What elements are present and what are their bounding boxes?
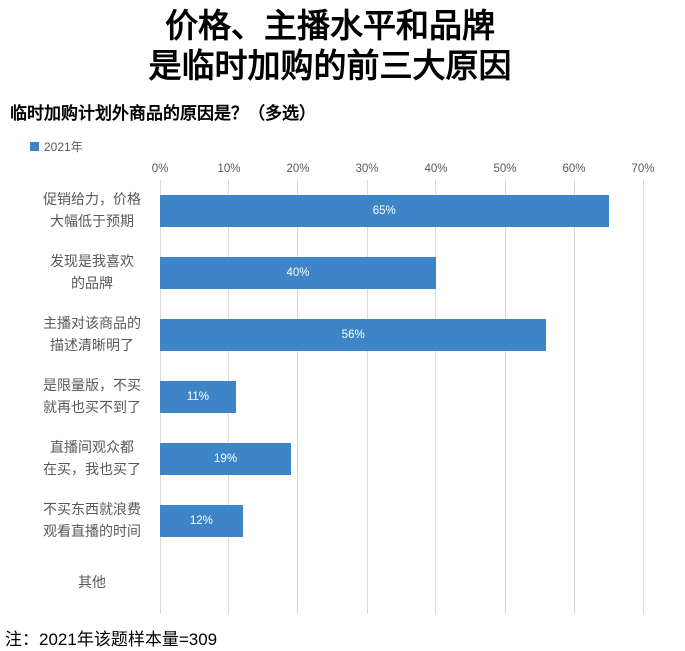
bar-row (160, 552, 643, 614)
bar-row: 11% (160, 366, 643, 428)
x-axis-tick-label: 60% (562, 163, 586, 175)
x-axis-tick-label: 0% (151, 163, 169, 175)
bar: 12% (160, 505, 243, 537)
gridline (435, 180, 437, 614)
bar: 11% (160, 381, 236, 413)
chart-body: 促销给力，价格 大幅低于预期 发现是我喜欢 的品牌 主播对该商品的 描述清晰明了 是限… (0, 180, 685, 614)
bar: 19% (160, 443, 292, 475)
legend-series-label: 2021年 (44, 139, 83, 154)
sample-size-note: 注：2021年该题样本量=309 (5, 630, 218, 649)
bar-value-label: 19% (214, 453, 238, 465)
category-label: 主播对该商品的 描述清晰明了 (43, 315, 141, 353)
category-label: 直播间观众都 在买，我也买了 (43, 439, 141, 477)
x-axis-tick-label: 70% (631, 163, 655, 175)
bar: 65% (160, 195, 609, 227)
bar-row: 40% (160, 242, 643, 304)
category-labels: 促销给力，价格 大幅低于预期 发现是我喜欢 的品牌 主播对该商品的 描述清晰明了 是限… (0, 180, 160, 614)
chart-legend: 2021年 (30, 139, 685, 154)
bar-value-label: 12% (189, 515, 213, 527)
x-axis-tick-label: 10% (217, 163, 241, 175)
bar-row: 12% (160, 490, 643, 552)
plot-area: 65% 40% 56% 11% 19% 12% (159, 180, 644, 614)
x-axis-tick-label: 50% (493, 163, 517, 175)
page-title: 价格、主播水平和品牌 是临时加购的前三大原因 (0, 0, 660, 86)
gridline (504, 180, 506, 614)
x-axis-tick-label: 30% (355, 163, 379, 175)
bar-row: 19% (160, 428, 643, 490)
bar-value-label: 56% (341, 329, 365, 341)
bar-value-label: 11% (186, 391, 210, 403)
gridline (297, 180, 299, 614)
x-axis-tick-label: 40% (424, 163, 448, 175)
bar: 56% (160, 319, 547, 351)
bar-row: 65% (160, 180, 643, 242)
page-title-line-1: 价格、主播水平和品牌 (165, 7, 495, 44)
gridline (642, 180, 644, 614)
bar: 40% (160, 257, 436, 289)
category-label: 不买东西就浪费 观看直播的时间 (43, 501, 141, 539)
gridline (366, 180, 368, 614)
bar-value-label: 40% (286, 267, 310, 279)
bar-row: 56% (160, 304, 643, 366)
category-label: 是限量版，不买 就再也买不到了 (43, 377, 141, 415)
bar-value-label: 65% (372, 205, 396, 217)
category-label: 促销给力，价格 大幅低于预期 (43, 191, 141, 229)
gridline (573, 180, 575, 614)
page-title-line-2: 是临时加购的前三大原因 (148, 47, 512, 84)
category-label: 发现是我喜欢 的品牌 (50, 253, 134, 291)
x-axis: 0% 10% 20% 30% 40% 50% 60% 70% (152, 160, 655, 180)
chart-subtitle: 临时加购计划外商品的原因是？（多选） (10, 104, 316, 123)
category-label: 其他 (78, 574, 106, 591)
legend-swatch-icon (30, 141, 39, 151)
x-axis-tick-label: 20% (286, 163, 310, 175)
